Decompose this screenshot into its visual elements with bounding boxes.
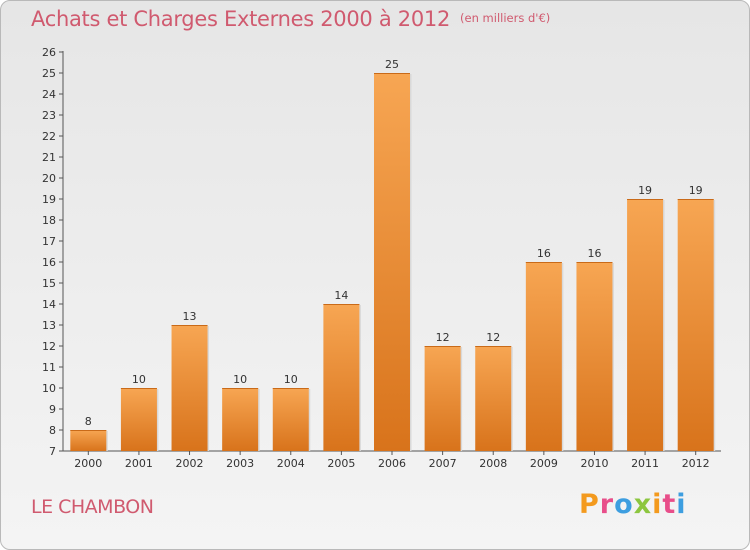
logo-letter: o [614, 489, 634, 520]
y-tick-label: 11 [42, 361, 56, 374]
logo-letter: i [652, 489, 663, 520]
x-tick-label: 2003 [226, 457, 254, 470]
bar [677, 199, 714, 451]
y-tick-label: 7 [49, 445, 56, 458]
bar [171, 325, 208, 451]
bar [272, 388, 309, 451]
y-tick-label: 17 [42, 235, 56, 248]
bar [627, 199, 664, 451]
bar-value-label: 12 [486, 331, 500, 344]
y-tick-label: 16 [42, 256, 56, 269]
logo-letter: t [662, 489, 677, 520]
logo-letter: x [633, 489, 653, 520]
y-tick-label: 22 [42, 130, 56, 143]
bar-value-label: 16 [587, 247, 601, 260]
y-tick-label: 20 [42, 172, 56, 185]
x-tick-label: 2006 [378, 457, 406, 470]
bar-value-label: 16 [537, 247, 551, 260]
y-tick-label: 13 [42, 319, 56, 332]
bar [323, 304, 360, 451]
bar-value-label: 13 [183, 310, 197, 323]
bar-value-label: 10 [132, 373, 146, 386]
y-tick-label: 19 [42, 193, 56, 206]
x-tick-label: 2012 [682, 457, 710, 470]
x-tick-label: 2008 [479, 457, 507, 470]
chart-axes: 7 8 9 10 11 12 13 14 15 16 17 18 19 20 21 22 23 24 25 26 [42, 46, 721, 458]
x-tick-label: 2000 [74, 457, 102, 470]
chart-title-text: Achats et Charges Externes 2000 à 2012 [31, 7, 451, 31]
bar-value-label: 12 [436, 331, 450, 344]
y-tick-label: 18 [42, 214, 56, 227]
bar [576, 262, 613, 451]
y-tick-label: 23 [42, 109, 56, 122]
y-tick-label: 12 [42, 340, 56, 353]
chart-unit: (en milliers d'€) [460, 11, 551, 25]
commune-name: LE CHAMBON [31, 496, 154, 518]
bar-value-label: 19 [638, 184, 652, 197]
x-tick-label: 2009 [530, 457, 558, 470]
x-tick-label: 2005 [327, 457, 355, 470]
bar-value-label: 14 [334, 289, 348, 302]
logo-letter: i [676, 489, 687, 520]
bar-value-label: 8 [85, 415, 92, 428]
bar [424, 346, 461, 451]
y-tick-label: 14 [42, 298, 56, 311]
bar [70, 430, 107, 451]
bar [374, 73, 410, 451]
proxiti-logo[interactable]: Proxiti [579, 489, 687, 520]
x-tick-label: 2002 [176, 457, 204, 470]
logo-letter: P [579, 489, 600, 520]
bar-value-label: 10 [233, 373, 247, 386]
x-tick-label: 2011 [631, 457, 659, 470]
bar-value-label: 10 [284, 373, 298, 386]
chart-labels: 8 2000 10 2001 13 2002 10 2003 10 2004 14 2005 25 200… [74, 58, 709, 470]
x-tick-label: 2004 [277, 457, 305, 470]
chart-bars [70, 73, 716, 451]
y-tick-label: 9 [49, 403, 56, 416]
y-tick-label: 21 [42, 151, 56, 164]
bar-value-label: 25 [385, 58, 399, 71]
bar-value-label: 19 [689, 184, 703, 197]
y-tick-label: 25 [42, 67, 56, 80]
x-tick-label: 2007 [429, 457, 457, 470]
bar [222, 388, 259, 451]
chart-title: Achats et Charges Externes 2000 à 2012 (e… [31, 7, 550, 31]
y-tick-label: 24 [42, 88, 56, 101]
x-tick-label: 2010 [580, 457, 608, 470]
bar [525, 262, 562, 451]
y-tick-label: 10 [42, 382, 56, 395]
logo-letter: r [599, 489, 615, 520]
x-tick-label: 2001 [125, 457, 153, 470]
y-tick-label: 26 [42, 46, 56, 59]
y-tick-label: 8 [49, 424, 56, 437]
bar [120, 388, 157, 451]
y-tick-label: 15 [42, 277, 56, 290]
bar [475, 346, 512, 451]
